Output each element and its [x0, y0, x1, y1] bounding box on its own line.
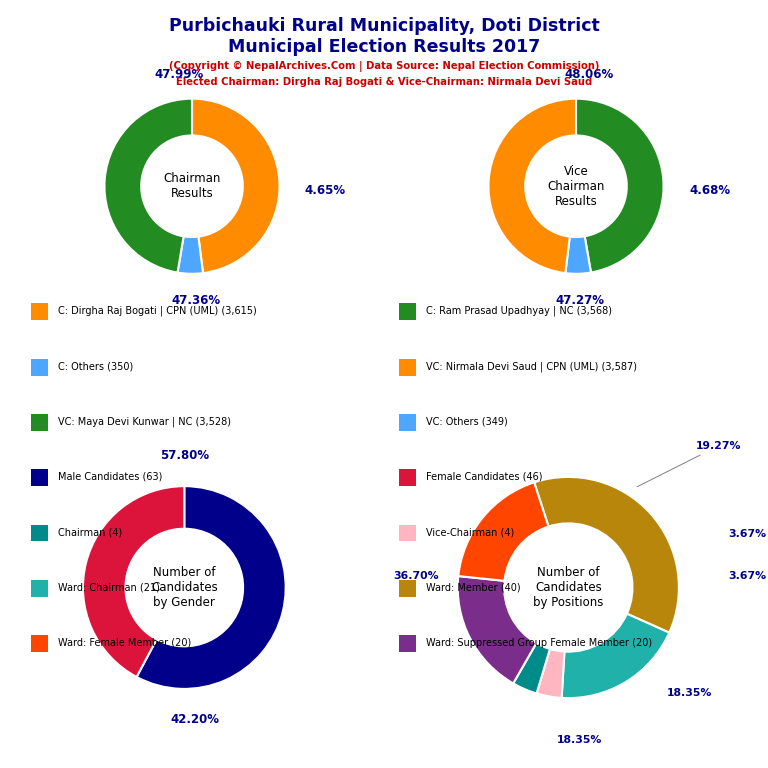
Wedge shape: [561, 614, 669, 698]
Text: C: Others (350): C: Others (350): [58, 361, 133, 372]
Wedge shape: [104, 99, 192, 273]
Text: Vice
Chairman
Results: Vice Chairman Results: [548, 165, 604, 207]
Text: 3.67%: 3.67%: [729, 571, 766, 581]
Text: 18.35%: 18.35%: [557, 735, 602, 745]
Text: Vice-Chairman (4): Vice-Chairman (4): [426, 527, 515, 538]
Text: Male Candidates (63): Male Candidates (63): [58, 472, 162, 482]
Text: Ward: Member (40): Ward: Member (40): [426, 582, 521, 593]
Text: 36.70%: 36.70%: [393, 571, 439, 581]
Wedge shape: [535, 477, 679, 633]
Text: 42.20%: 42.20%: [170, 713, 219, 726]
Wedge shape: [192, 99, 280, 273]
Text: C: Ram Prasad Upadhyay | NC (3,568): C: Ram Prasad Upadhyay | NC (3,568): [426, 306, 612, 316]
Text: Female Candidates (46): Female Candidates (46): [426, 472, 543, 482]
Text: 48.06%: 48.06%: [564, 68, 614, 81]
Text: 4.68%: 4.68%: [690, 184, 731, 197]
Text: VC: Nirmala Devi Saud | CPN (UML) (3,587): VC: Nirmala Devi Saud | CPN (UML) (3,587…: [426, 361, 637, 372]
Text: Number of
Candidates
by Gender: Number of Candidates by Gender: [151, 566, 217, 609]
Wedge shape: [565, 237, 591, 273]
Text: 47.27%: 47.27%: [556, 293, 605, 306]
Text: Ward: Female Member (20): Ward: Female Member (20): [58, 637, 191, 648]
Text: Ward: Suppressed Group Female Member (20): Ward: Suppressed Group Female Member (20…: [426, 637, 652, 648]
Text: Elected Chairman: Dirgha Raj Bogati & Vice-Chairman: Nirmala Devi Saud: Elected Chairman: Dirgha Raj Bogati & Vi…: [176, 77, 592, 87]
Text: (Copyright © NepalArchives.Com | Data Source: Nepal Election Commission): (Copyright © NepalArchives.Com | Data So…: [169, 61, 599, 71]
Text: C: Dirgha Raj Bogati | CPN (UML) (3,615): C: Dirgha Raj Bogati | CPN (UML) (3,615): [58, 306, 257, 316]
Text: 18.35%: 18.35%: [667, 687, 713, 697]
Wedge shape: [513, 643, 550, 694]
Text: VC: Maya Devi Kunwar | NC (3,528): VC: Maya Devi Kunwar | NC (3,528): [58, 416, 230, 427]
Wedge shape: [137, 486, 286, 689]
Text: VC: Others (349): VC: Others (349): [426, 416, 508, 427]
Text: 4.65%: 4.65%: [304, 184, 345, 197]
Wedge shape: [83, 486, 184, 677]
Text: 47.99%: 47.99%: [154, 68, 204, 81]
Text: 57.80%: 57.80%: [160, 449, 209, 462]
Text: 19.27%: 19.27%: [637, 441, 741, 487]
Text: Number of
Candidates
by Positions: Number of Candidates by Positions: [533, 566, 604, 609]
Wedge shape: [458, 576, 536, 684]
Text: Purbichauki Rural Municipality, Doti District: Purbichauki Rural Municipality, Doti Dis…: [169, 17, 599, 35]
Text: Chairman
Results: Chairman Results: [164, 172, 220, 200]
Text: Ward: Chairman (21): Ward: Chairman (21): [58, 582, 160, 593]
Wedge shape: [576, 99, 664, 273]
Text: Chairman (4): Chairman (4): [58, 527, 122, 538]
Wedge shape: [458, 482, 548, 581]
Wedge shape: [177, 237, 203, 274]
Text: 3.67%: 3.67%: [729, 529, 766, 539]
Wedge shape: [537, 649, 564, 698]
Wedge shape: [488, 99, 576, 273]
Text: Municipal Election Results 2017: Municipal Election Results 2017: [228, 38, 540, 56]
Text: 47.36%: 47.36%: [172, 293, 221, 306]
